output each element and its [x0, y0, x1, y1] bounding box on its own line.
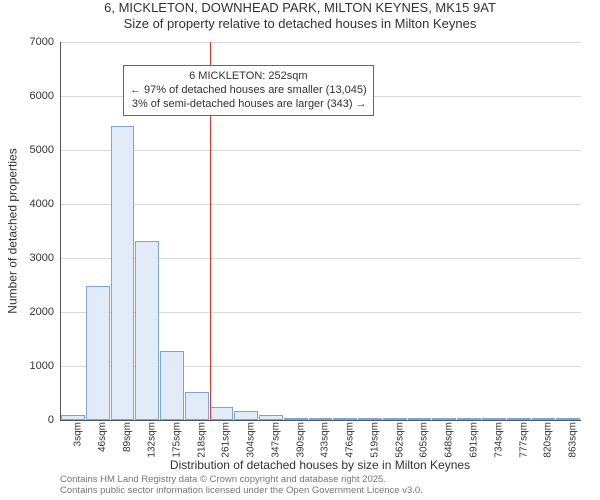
x-tick-label: 175sqm — [171, 422, 182, 458]
chart-title-line1: 6, MICKLETON, DOWNHEAD PARK, MILTON KEYN… — [0, 0, 600, 16]
y-tick-label: 1000 — [30, 360, 54, 372]
histogram-bar — [160, 351, 184, 420]
x-tick-label: 261sqm — [221, 422, 232, 458]
x-tick-label: 218sqm — [196, 422, 207, 458]
y-tick-label: 7000 — [30, 36, 54, 48]
x-tick-label: 3sqm — [72, 422, 83, 446]
callout-header: 6 MICKLETON: 252sqm — [130, 69, 367, 83]
x-tick-label: 605sqm — [419, 422, 430, 458]
property-size-histogram: 6, MICKLETON, DOWNHEAD PARK, MILTON KEYN… — [0, 0, 600, 500]
x-tick-label: 390sqm — [295, 422, 306, 458]
callout-line-larger: 3% of semi-detached houses are larger (3… — [130, 97, 367, 111]
plot-area: 6 MICKLETON: 252sqm ← 97% of detached ho… — [60, 42, 581, 421]
y-tick-label: 5000 — [30, 144, 54, 156]
x-tick-label: 820sqm — [543, 422, 554, 458]
callout-line-smaller: ← 97% of detached houses are smaller (13… — [130, 83, 367, 97]
x-tick-label: 863sqm — [568, 422, 579, 458]
histogram-bar — [111, 126, 135, 420]
x-tick-label: 734sqm — [493, 422, 504, 458]
y-tick-label: 2000 — [30, 306, 54, 318]
footnote-line2: Contains public sector information licen… — [60, 485, 580, 496]
footnote-line1: Contains HM Land Registry data © Crown c… — [60, 474, 580, 485]
x-tick-label: 648sqm — [444, 422, 455, 458]
chart-title-line2: Size of property relative to detached ho… — [0, 16, 600, 32]
x-tick-label: 777sqm — [518, 422, 529, 458]
histogram-bar — [210, 407, 234, 420]
x-axis-label: Distribution of detached houses by size … — [60, 458, 580, 472]
histogram-bar — [185, 392, 209, 420]
histogram-bar — [135, 241, 159, 420]
x-tick-label: 476sqm — [345, 422, 356, 458]
x-tick-label: 132sqm — [147, 422, 158, 458]
histogram-bar — [86, 286, 110, 420]
x-tick-label: 46sqm — [97, 422, 108, 452]
x-tick-label: 89sqm — [122, 422, 133, 452]
y-tick-label: 6000 — [30, 90, 54, 102]
x-tick-label: 304sqm — [246, 422, 257, 458]
y-tick-label: 3000 — [30, 252, 54, 264]
histogram-bar — [234, 411, 258, 420]
y-axis-ticks: 01000200030004000500060007000 — [0, 42, 60, 420]
x-tick-label: 519sqm — [370, 422, 381, 458]
y-tick-label: 0 — [48, 414, 54, 426]
x-tick-label: 347sqm — [270, 422, 281, 458]
x-tick-label: 562sqm — [394, 422, 405, 458]
attribution-footnote: Contains HM Land Registry data © Crown c… — [60, 474, 580, 497]
y-tick-label: 4000 — [30, 198, 54, 210]
x-tick-label: 691sqm — [469, 422, 480, 458]
property-callout-box: 6 MICKLETON: 252sqm ← 97% of detached ho… — [123, 65, 374, 116]
x-tick-label: 433sqm — [320, 422, 331, 458]
chart-title-block: 6, MICKLETON, DOWNHEAD PARK, MILTON KEYN… — [0, 0, 600, 33]
